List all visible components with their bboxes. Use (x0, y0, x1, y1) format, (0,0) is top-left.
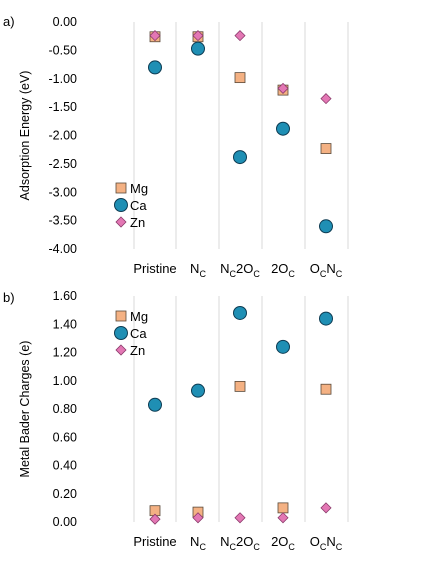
y-tick-label: -3.50 (49, 214, 78, 228)
y-tick-label: 1.60 (53, 289, 77, 303)
y-tick-label: 0.00 (53, 15, 77, 29)
y-axis-label: Metal Bader Charges (e) (18, 341, 32, 478)
panel-label: b) (3, 290, 15, 305)
y-tick-label: -0.50 (49, 43, 78, 57)
x-tick-subscript: C (320, 542, 327, 552)
y-tick-label: -3.00 (49, 185, 78, 199)
marker-ca (191, 41, 205, 56)
x-tick-label: NC2OC (220, 261, 260, 279)
marker-zn (320, 93, 332, 105)
y-tick-label: -1.00 (49, 72, 78, 86)
x-tick-text: N (220, 534, 229, 549)
marker-zn (277, 512, 289, 524)
x-tick-subscript: C (336, 269, 343, 279)
legend-marker-zn (115, 344, 127, 356)
x-tick-subscript: C (199, 542, 206, 552)
marker-mg (234, 72, 246, 84)
marker-zn (192, 512, 204, 524)
x-tick-text: N (190, 534, 199, 549)
marker-ca (276, 339, 290, 354)
legend-label: Ca (130, 326, 147, 341)
x-tick-text: N (190, 261, 199, 276)
marker-ca (148, 397, 162, 412)
x-tick-text: N (326, 261, 335, 276)
x-tick-text: N (326, 534, 335, 549)
legend-label: Ca (130, 198, 147, 213)
x-tick-label: 2OC (271, 534, 295, 552)
x-tick-subscript: C (288, 269, 295, 279)
marker-ca (191, 383, 205, 398)
panel-label: a) (3, 14, 15, 29)
marker-ca (148, 60, 162, 75)
marker-ca (276, 121, 290, 136)
marker-ca (233, 150, 247, 165)
x-tick-text: O (310, 261, 320, 276)
marker-zn (277, 82, 289, 94)
x-tick-text: 2O (236, 534, 253, 549)
x-tick-label: 2OC (271, 261, 295, 279)
y-tick-label: 0.20 (53, 487, 77, 501)
y-tick-label: -2.50 (49, 157, 78, 171)
x-tick-text: 2O (271, 261, 288, 276)
y-tick-label: 0.00 (53, 515, 77, 529)
legend-marker-mg (115, 182, 127, 194)
y-tick-label: 0.40 (53, 459, 77, 473)
x-tick-text: Pristine (133, 261, 176, 276)
marker-zn (234, 512, 246, 524)
legend-marker-zn (115, 216, 127, 228)
chart-panel-a: 0.00 -0.50 -1.00 -1.50 -2.00 -2.50 -3.00 -3.50 -… (3, 14, 349, 279)
x-tick-subscript: C (230, 542, 237, 552)
x-tick-label: NC (190, 261, 206, 279)
y-tick-label: 1.00 (53, 374, 77, 388)
marker-mg (320, 383, 332, 395)
x-tick-text: N (220, 261, 229, 276)
x-tick-label: NC2OC (220, 534, 260, 552)
marker-mg (234, 380, 246, 392)
chart-panel-b: 0.00 0.20 0.40 0.60 0.80 1.00 1.20 1.40 1.60 b) Me… (3, 289, 349, 552)
y-tick-label: -2.00 (49, 129, 78, 143)
y-tick-label: 1.20 (53, 346, 77, 360)
x-tick-label: NC (190, 534, 206, 552)
x-tick-text: 2O (271, 534, 288, 549)
marker-zn (320, 502, 332, 514)
legend-label: Mg (130, 309, 148, 324)
y-axis-label: Adsorption Energy (eV) (18, 71, 32, 201)
y-tick-label: 0.80 (53, 402, 77, 416)
legend-label: Mg (130, 181, 148, 196)
x-tick-subscript: C (320, 269, 327, 279)
y-tick-label: -4.00 (49, 242, 78, 256)
x-tick-label: Pristine (133, 534, 176, 549)
marker-mg (277, 502, 289, 514)
y-tick-label: 0.60 (53, 430, 77, 444)
x-tick-subscript: C (288, 542, 295, 552)
x-tick-subscript: C (230, 269, 237, 279)
marker-ca (319, 219, 333, 234)
x-tick-subscript: C (253, 542, 260, 552)
legend-marker-mg (115, 310, 127, 322)
legend-label: Zn (130, 215, 145, 230)
x-tick-subscript: C (336, 542, 343, 552)
x-tick-text: 2O (236, 261, 253, 276)
marker-mg (320, 143, 332, 154)
x-tick-text: O (310, 534, 320, 549)
legend-label: Zn (130, 343, 145, 358)
x-tick-label: OCNC (310, 534, 343, 552)
x-tick-subscript: C (253, 269, 260, 279)
marker-ca (233, 305, 247, 320)
legend-marker-ca (114, 198, 128, 212)
y-tick-label: -1.50 (49, 100, 78, 114)
x-tick-subscript: C (199, 269, 206, 279)
x-tick-label: OCNC (310, 261, 343, 279)
marker-zn (149, 513, 161, 525)
marker-zn (149, 30, 161, 42)
x-tick-label: Pristine (133, 261, 176, 276)
y-tick-label: 1.40 (53, 317, 77, 331)
marker-zn (234, 30, 246, 42)
marker-zn (192, 30, 204, 42)
marker-ca (319, 311, 333, 326)
x-tick-text: Pristine (133, 534, 176, 549)
legend-marker-ca (114, 326, 128, 340)
